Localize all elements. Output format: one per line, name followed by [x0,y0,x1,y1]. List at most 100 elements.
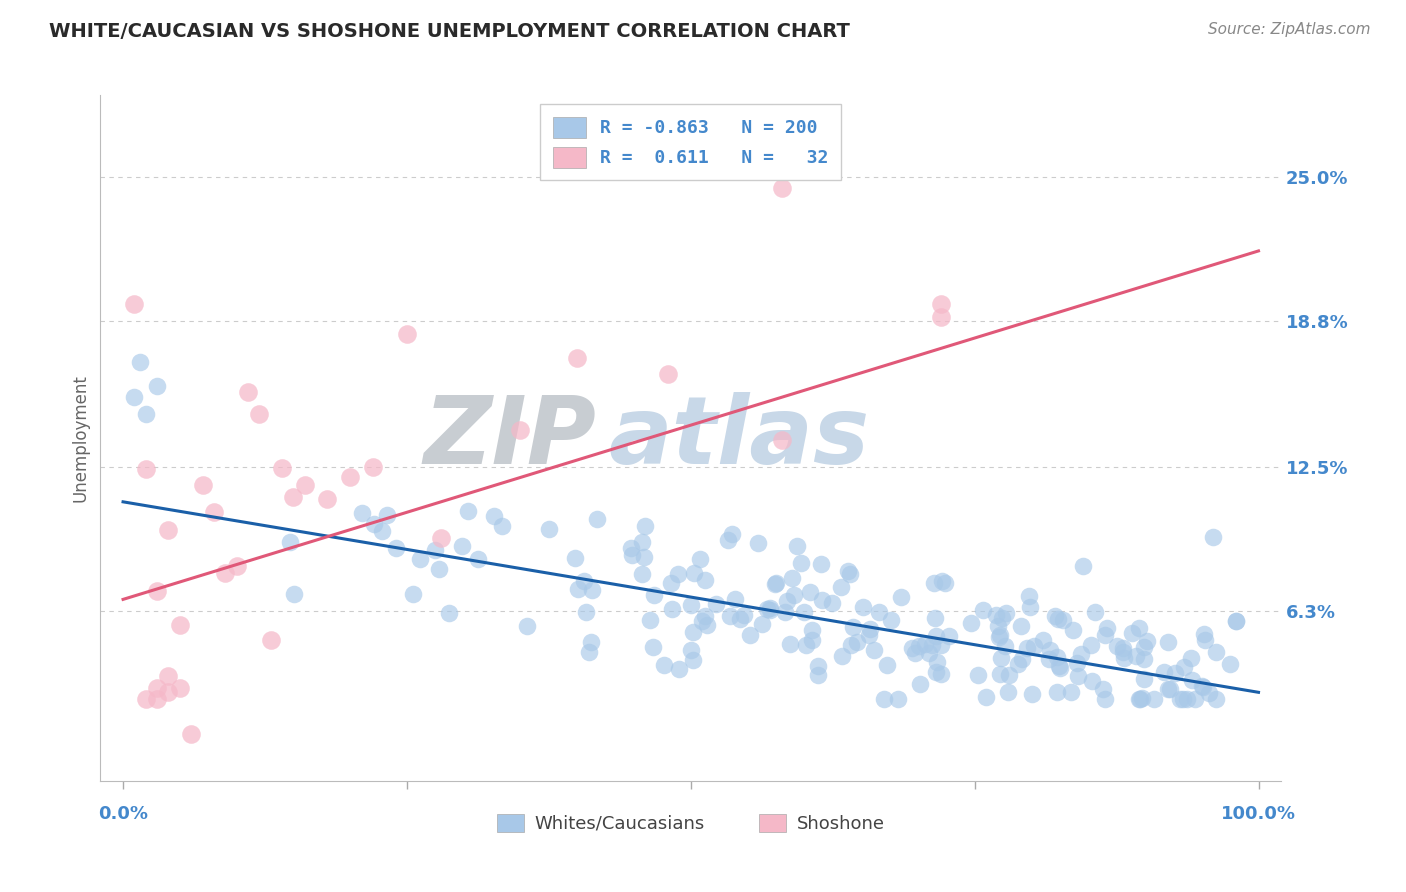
Point [1046,649,1069,664]
Point [679,643,702,657]
Text: WHITE/CAUCASIAN VS SHOSHONE UNEMPLOYMENT CORRELATION CHART: WHITE/CAUCASIAN VS SHOSHONE UNEMPLOYMENT… [49,22,851,41]
Point [402,587,425,601]
Point [1121,625,1143,640]
Point [157,669,180,683]
Point [925,629,948,643]
Point [1198,686,1220,700]
Point [1184,692,1206,706]
Point [927,655,949,669]
Point [236,385,259,400]
Point [124,297,146,311]
Point [689,551,711,566]
Point [631,535,654,549]
Point [581,582,603,597]
Point [863,643,886,657]
Point [146,692,169,706]
Point [1191,679,1213,693]
Point [423,542,446,557]
Point [696,617,718,632]
Point [1094,628,1116,642]
Point [811,593,834,607]
Point [157,524,180,538]
Point [659,575,682,590]
Point [516,619,538,633]
Point [271,461,294,475]
Point [990,651,1012,665]
Point [728,612,751,626]
Point [1017,640,1039,655]
Point [1046,612,1069,626]
Point [1070,647,1092,661]
Point [1173,692,1195,706]
Point [858,628,880,642]
Point [1007,657,1029,671]
Point [146,378,169,392]
Point [1018,590,1040,604]
Point [146,681,169,695]
Point [1181,673,1204,687]
Point [887,692,910,706]
Point [1191,680,1213,694]
Point [1062,623,1084,637]
Point [409,551,432,566]
Point [831,648,853,663]
Point [1066,656,1088,670]
Point [907,639,929,653]
Point [316,492,339,507]
Point [180,727,202,741]
Point [575,605,598,619]
Point [929,297,952,311]
Point [638,613,661,627]
Point [1111,645,1133,659]
Point [783,588,806,602]
Point [997,685,1019,699]
Point [567,582,589,596]
Point [1136,634,1159,648]
Point [810,558,832,572]
Point [385,541,408,555]
Point [765,576,787,591]
Point [146,584,169,599]
Point [929,638,952,652]
Point [214,566,236,580]
Point [704,597,727,611]
Point [758,600,780,615]
Point [681,598,703,612]
Point [793,605,815,619]
Point [135,407,157,421]
Point [339,470,361,484]
Point [758,603,780,617]
Point [738,628,761,642]
Point [755,601,778,615]
Point [976,690,998,705]
Point [429,561,451,575]
Point [1022,639,1045,653]
Point [641,640,664,655]
Point [839,639,862,653]
Point [1219,657,1241,672]
Point [509,423,531,437]
Point [135,692,157,706]
Point [1059,685,1081,699]
Point [1202,530,1225,544]
Point [841,620,863,634]
Point [395,326,418,341]
Point [1038,652,1060,666]
Point [668,662,690,676]
Point [794,638,817,652]
Point [1133,652,1156,666]
Point [1128,692,1150,706]
Point [682,566,704,581]
Point [693,608,716,623]
Point [1071,559,1094,574]
Point [283,587,305,601]
Point [225,559,247,574]
Point [1067,669,1090,683]
Point [375,508,398,522]
Point [751,616,773,631]
Point [876,657,898,672]
Point [579,635,602,649]
Point [1194,633,1216,648]
Point [1143,692,1166,706]
Point [633,519,655,533]
